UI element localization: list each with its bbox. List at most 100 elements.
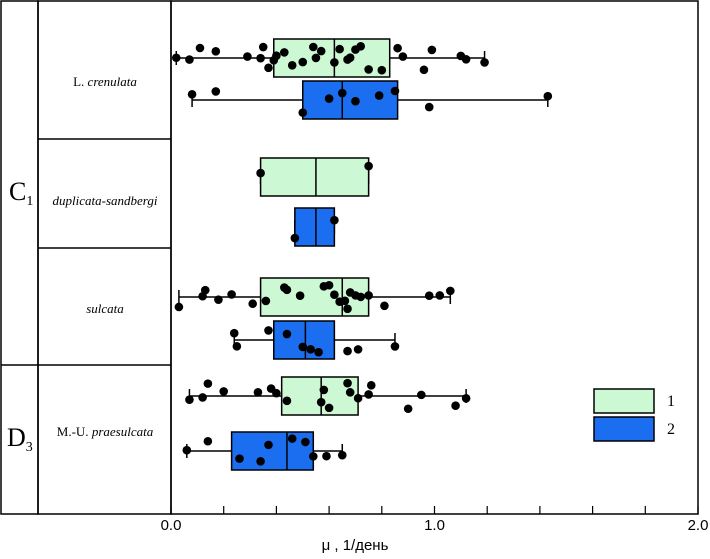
data-point [287, 434, 297, 443]
legend-label-1: 1 [667, 393, 675, 410]
data-point [298, 57, 308, 67]
data-point [229, 328, 239, 338]
data-point [330, 58, 339, 67]
data-point [280, 48, 289, 57]
box-group1 [171, 38, 489, 78]
data-point [198, 393, 207, 402]
data-point [446, 286, 455, 296]
data-point [185, 395, 194, 404]
box-group1 [174, 277, 455, 317]
data-point [353, 393, 363, 403]
box-group1 [185, 376, 471, 416]
data-point [390, 86, 400, 96]
data-point [232, 342, 242, 351]
data-point [316, 397, 326, 407]
data-point [345, 53, 355, 62]
x-axis-tick-labels: 0.0 1.0 2.0 [161, 517, 709, 534]
box-group2 [229, 320, 400, 360]
data-point [290, 233, 300, 243]
data-point [345, 388, 355, 397]
boxplot-series [171, 38, 553, 471]
data-point [258, 42, 268, 52]
data-point [298, 108, 308, 117]
data-point [335, 44, 344, 54]
data-point [282, 285, 292, 295]
data-point [427, 45, 437, 55]
data-point [419, 65, 429, 75]
data-point [301, 437, 310, 447]
data-point [171, 53, 181, 63]
data-point [374, 91, 384, 100]
data-point [324, 94, 334, 103]
zone-label-sulcata: sulcata [86, 301, 124, 316]
data-point [330, 215, 339, 225]
legend-swatch-2 [593, 416, 655, 442]
data-point [319, 385, 329, 395]
data-point [356, 42, 366, 51]
data-point [343, 346, 352, 356]
data-point [308, 452, 318, 461]
data-point [256, 457, 265, 466]
data-point [282, 396, 292, 406]
data-point [308, 42, 318, 52]
data-point [543, 91, 553, 101]
data-point [343, 304, 352, 314]
box-group2 [187, 80, 553, 120]
data-point [253, 387, 263, 397]
box-iqr [259, 157, 370, 197]
data-point [451, 401, 460, 410]
data-point [364, 291, 373, 300]
data-point [182, 445, 192, 455]
data-point [272, 51, 281, 60]
data-point [435, 291, 445, 300]
data-point [311, 53, 321, 63]
x-axis-label: μ , 1/день [322, 537, 389, 554]
box-group2 [182, 431, 347, 471]
data-point [174, 302, 184, 312]
data-point [306, 345, 315, 354]
data-point [211, 47, 221, 56]
x-tick-label: 1.0 [424, 517, 445, 534]
data-point [364, 390, 373, 399]
data-point [282, 329, 292, 339]
box-group2 [290, 207, 339, 247]
data-point [243, 52, 252, 61]
data-point [330, 290, 339, 300]
data-point [185, 55, 194, 64]
x-tick-label: 2.0 [688, 517, 709, 534]
box-iqr [273, 320, 336, 360]
box-iqr [294, 207, 336, 247]
data-point [461, 393, 471, 403]
data-point [417, 390, 426, 400]
data-point [203, 436, 213, 446]
data-point [235, 454, 244, 463]
data-point [393, 43, 402, 53]
zone-column: L. crenulata duplicata-sandbergi sulcata… [37, 0, 172, 515]
data-point [211, 87, 221, 96]
data-point [287, 61, 297, 70]
data-point [272, 388, 281, 398]
data-point [256, 168, 265, 178]
legend-label-2: 2 [667, 421, 675, 438]
data-point [461, 55, 471, 64]
data-point [261, 296, 271, 306]
data-point [366, 381, 376, 390]
data-point [398, 52, 408, 61]
data-point [364, 65, 373, 74]
box-group1 [256, 157, 373, 197]
stage-label-d3: D3 [7, 423, 33, 455]
data-point [340, 296, 350, 306]
data-point [203, 379, 213, 388]
data-point [214, 295, 223, 304]
stage-column: C1 D3 [0, 0, 39, 515]
data-point [337, 88, 347, 98]
data-point [248, 299, 257, 309]
data-point [316, 46, 326, 56]
data-point [337, 450, 347, 460]
legend-swatch-1 [593, 388, 655, 414]
legend: 1 2 [593, 388, 675, 442]
data-point [380, 301, 389, 311]
data-point [353, 345, 363, 354]
data-point [377, 65, 387, 75]
